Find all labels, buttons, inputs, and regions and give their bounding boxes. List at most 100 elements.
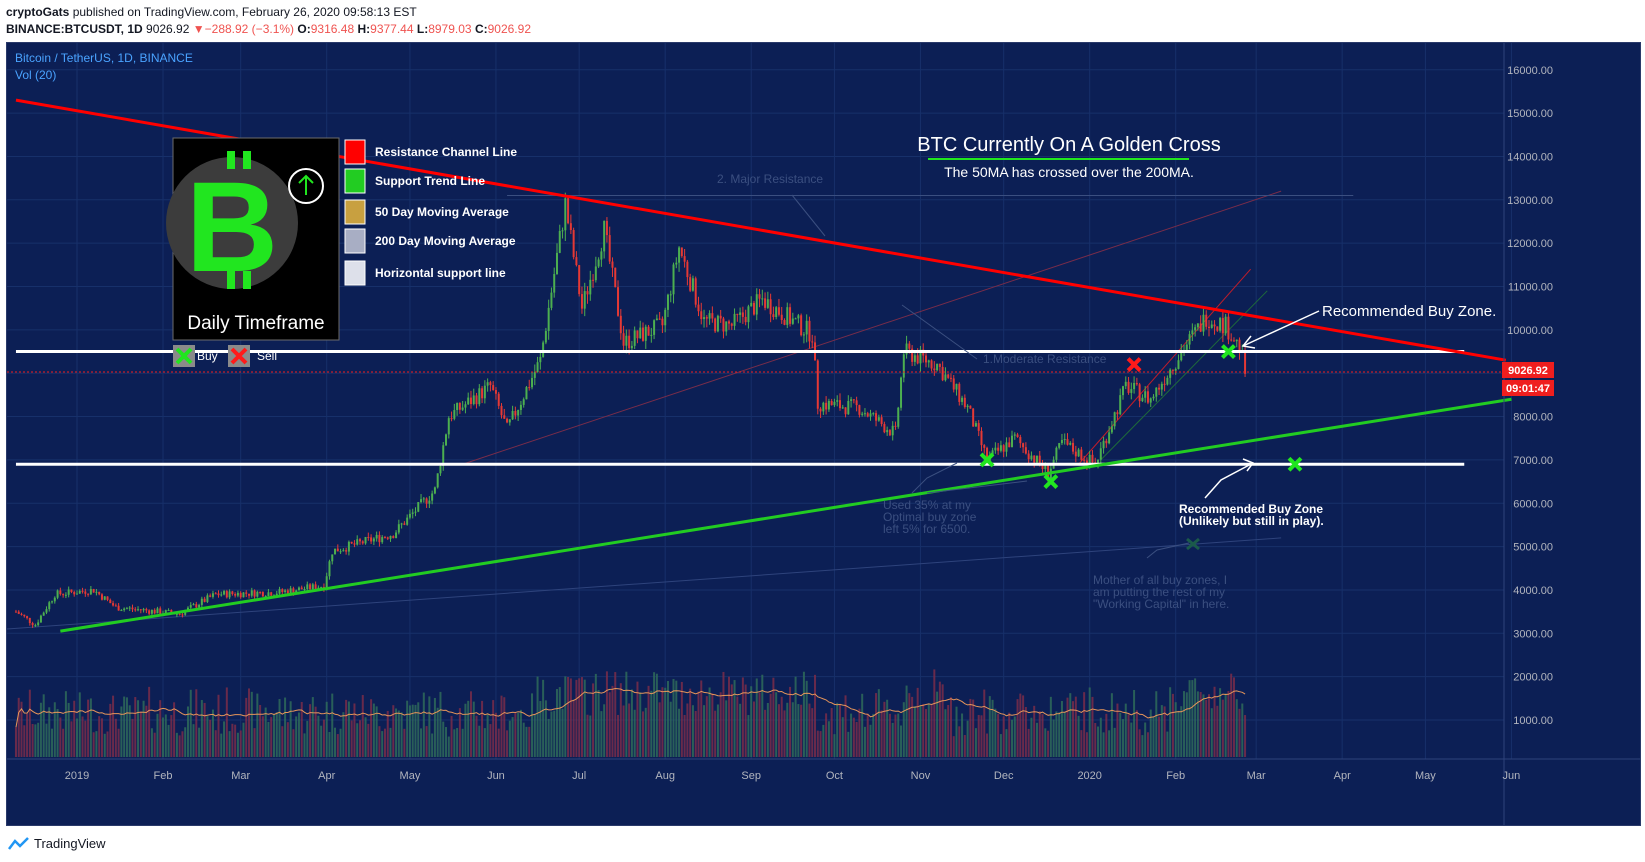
candle-body [125, 608, 128, 610]
volume-bar [469, 691, 472, 757]
volume-bar [481, 700, 484, 757]
open-value: 9316.48 [310, 22, 355, 36]
volume-bar [711, 693, 714, 757]
candle-body [866, 413, 869, 417]
volume-bar [350, 720, 353, 757]
candle-body [888, 430, 891, 436]
candle-body [1058, 443, 1061, 448]
volume-bar [600, 711, 603, 757]
volume-bar [331, 693, 334, 757]
volume-bar [941, 684, 944, 757]
legend-swatch [344, 228, 366, 254]
publish-info: cryptoGats published on TradingView.com,… [6, 5, 417, 19]
candle-body [1238, 339, 1241, 352]
candle-body [192, 604, 195, 606]
candle-body [456, 402, 459, 411]
candle-body [1016, 434, 1019, 438]
volume-bar [1138, 729, 1141, 757]
time-tick-label: Nov [911, 770, 931, 782]
price-tick-label: 6000.00 [1513, 498, 1553, 510]
volume-bar [1030, 717, 1033, 757]
candle-body [747, 306, 750, 323]
volume-bar [844, 695, 847, 757]
volume-bar [533, 713, 536, 757]
volume-bar [977, 714, 980, 757]
volume-bar [678, 708, 681, 757]
volume-bar [389, 727, 392, 757]
candle-body [284, 590, 287, 592]
footer-brand-label: TradingView [34, 836, 106, 851]
candle-body [844, 407, 847, 415]
candle-body [469, 397, 472, 405]
volume-bar [603, 704, 606, 757]
candle-body [1152, 396, 1155, 399]
candle-body [980, 430, 983, 446]
candle-body [56, 590, 59, 598]
volume-bar [789, 686, 792, 757]
chart-frame[interactable]: 1000.00 2000.00 3000.00 4000.00 5000.00 6000.… [6, 42, 1641, 826]
bitcoin-logo-circle [166, 157, 298, 289]
candle-body [972, 408, 975, 427]
open-label: O: [297, 22, 311, 36]
candle-body [758, 294, 761, 299]
candle-body [752, 302, 755, 315]
price-chart[interactable]: 1000.00 2000.00 3000.00 4000.00 5000.00 6000.… [6, 43, 1640, 825]
volume-bar [281, 726, 284, 757]
author-name[interactable]: cryptoGats [6, 5, 70, 19]
candle-body [342, 550, 345, 552]
candle-body [955, 383, 958, 390]
candle-body [589, 279, 592, 295]
candle-body [1221, 318, 1224, 334]
volume-bars [14, 669, 1247, 757]
candle-body [425, 498, 428, 504]
candle-body [927, 360, 930, 363]
candle-body [977, 423, 980, 431]
candle-body [916, 355, 919, 364]
candle-body [777, 307, 780, 315]
buy-marker [979, 452, 995, 468]
volume-bar [414, 704, 417, 757]
candle-body [675, 262, 678, 265]
candle-body [109, 599, 112, 604]
price-tick-label: 11000.00 [1508, 282, 1553, 294]
candle-body [531, 377, 534, 388]
chart-title: Bitcoin / TetherUS, 1D, BINANCE [15, 51, 193, 65]
candle-body [250, 590, 253, 596]
candle-body [1210, 324, 1213, 328]
volume-bar [447, 736, 450, 757]
candle-body [653, 320, 656, 335]
candle-body [528, 387, 531, 389]
candle-body [949, 377, 952, 379]
candle-body [1099, 448, 1102, 460]
candle-body [375, 534, 378, 539]
volume-bar [722, 671, 725, 757]
candle-body [614, 267, 617, 288]
candle-body [750, 302, 753, 307]
candle-body [944, 374, 947, 381]
candle-body [802, 334, 805, 336]
candle-body [236, 592, 239, 596]
footer-brand[interactable]: TradingView [8, 836, 106, 851]
volume-bar [1105, 713, 1108, 757]
candle-body [811, 341, 814, 343]
volume-bar [159, 700, 162, 757]
volume-bar [358, 720, 361, 757]
high-label: H: [357, 22, 371, 36]
volume-bar [1116, 703, 1119, 757]
price-tick-label: 15000.00 [1507, 108, 1553, 120]
volume-bar [192, 724, 195, 757]
candle-body [689, 277, 692, 291]
candle-body [347, 541, 350, 552]
candle-body [725, 321, 728, 332]
candle-body [259, 591, 262, 593]
candle-body [20, 613, 23, 615]
candle-body [669, 294, 672, 296]
volume-ma-line [15, 687, 1246, 728]
volume-bar [572, 699, 575, 757]
candle-body [769, 299, 772, 315]
volume-bar [1019, 693, 1022, 757]
candle-body [511, 410, 514, 420]
volume-bar [67, 702, 70, 757]
volume-bar [450, 715, 453, 757]
candle-body [755, 294, 758, 315]
